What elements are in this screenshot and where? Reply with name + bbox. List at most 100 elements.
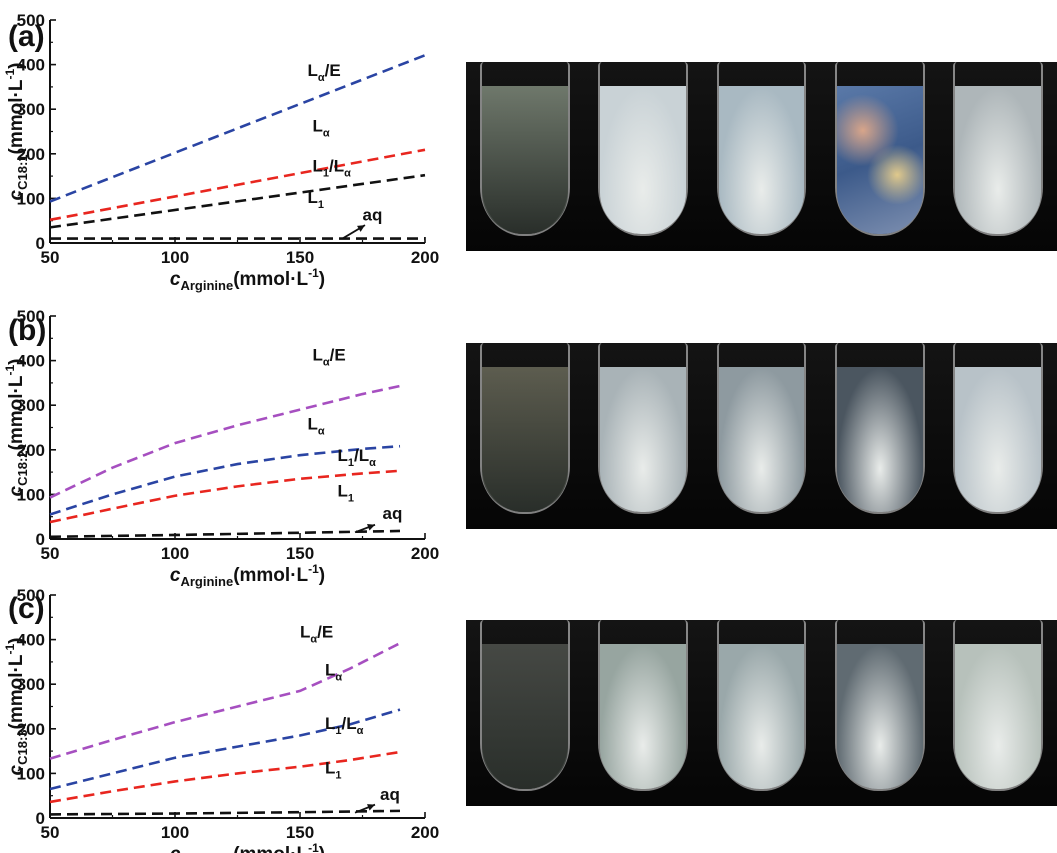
y-tick-label: 500	[17, 11, 45, 30]
y-tick-label: 300	[17, 396, 45, 415]
sample-tube-photo	[938, 343, 1057, 529]
y-tick-label: 400	[17, 352, 45, 371]
sample-liquid	[836, 86, 923, 234]
sample-tube-photo	[938, 62, 1057, 251]
sample-liquid	[718, 643, 805, 790]
sample-tube-photo	[702, 343, 821, 529]
x-tick-label: 200	[411, 544, 439, 563]
y-tick-label: 500	[17, 307, 45, 326]
test-tube	[834, 62, 925, 236]
phase-boundary-line	[49, 469, 401, 524]
sample-liquid	[600, 86, 687, 234]
x-axis-label: cArginine(mmol·L-1)	[170, 841, 325, 853]
phase-boundary-line	[49, 384, 401, 499]
test-tube	[716, 620, 807, 792]
sample-photos-a	[466, 62, 1057, 251]
sample-liquid	[718, 86, 805, 234]
y-tick-label: 400	[17, 56, 45, 75]
panel-b-label: (b)	[8, 314, 47, 347]
x-tick-label: 200	[411, 248, 439, 267]
sample-liquid	[600, 366, 687, 513]
x-tick-label: 200	[411, 823, 439, 842]
test-tube	[480, 62, 571, 236]
sample-liquid	[954, 86, 1041, 234]
sample-liquid	[718, 366, 805, 513]
sample-tube-photo	[702, 620, 821, 806]
region-label: L1/Lα	[313, 157, 352, 180]
x-tick-label: 100	[161, 248, 189, 267]
y-tick-label: 0	[36, 234, 45, 253]
region-label: L1/Lα	[338, 446, 377, 469]
sample-tube-photo	[466, 620, 585, 806]
region-label: Lα	[313, 117, 330, 140]
test-tube	[598, 62, 689, 236]
phase-boundary-line	[49, 809, 401, 816]
x-tick-label: 50	[41, 248, 60, 267]
x-axis-label: cArginine(mmol·L-1)	[170, 266, 325, 293]
sample-liquid	[482, 643, 569, 790]
test-tube	[952, 62, 1043, 236]
phase-boundary-line	[49, 642, 401, 760]
sample-liquid	[836, 366, 923, 513]
y-tick-label: 500	[17, 586, 45, 605]
x-tick-label: 100	[161, 823, 189, 842]
y-tick-label: 100	[17, 485, 45, 504]
y-tick-label: 200	[17, 441, 45, 460]
x-tick-label: 50	[41, 544, 60, 563]
region-label: L1	[325, 758, 342, 781]
aq-arrow-head	[357, 225, 365, 232]
test-tube	[480, 620, 571, 792]
region-label: aq	[383, 504, 403, 523]
sample-tube-photo	[820, 343, 939, 529]
x-tick-label: 150	[286, 248, 314, 267]
y-tick-label: 100	[17, 764, 45, 783]
phase-diagram-c: 0 100 200 300 400 500 50 100 150 200 cArginine(mmo…	[3, 586, 439, 853]
sample-tube-photo	[820, 620, 939, 806]
phase-boundary-line	[49, 54, 426, 203]
y-tick-label: 0	[36, 809, 45, 828]
y-tick-label: 300	[17, 100, 45, 119]
y-tick-label: 300	[17, 675, 45, 694]
x-tick-label: 50	[41, 823, 60, 842]
region-label: L1	[338, 482, 355, 505]
region-label: Lα/E	[308, 61, 341, 84]
phase-boundary-line	[49, 444, 401, 516]
sample-tube-photo	[466, 62, 585, 251]
phase-boundary-line	[49, 708, 401, 791]
phase-boundary-line	[49, 750, 401, 804]
x-tick-label: 150	[286, 823, 314, 842]
test-tube	[952, 343, 1043, 515]
sample-photos-b	[466, 343, 1057, 529]
y-axis-label: cC18:3(mmol·L-1)	[3, 638, 30, 776]
region-label: L1	[308, 188, 325, 211]
test-tube	[598, 620, 689, 792]
region-label: L1/Lα	[325, 714, 364, 737]
region-label: Lα	[325, 660, 342, 683]
aq-arrow-head	[367, 524, 375, 531]
sample-tube-photo	[584, 343, 703, 529]
test-tube	[834, 620, 925, 792]
region-label: Lα/E	[300, 622, 333, 645]
phase-boundary-line	[49, 529, 401, 539]
phase-diagram-a: 0 100 200 300 400 500 50 100 150 200 cArginine(mmo…	[3, 11, 439, 293]
x-tick-label: 100	[161, 544, 189, 563]
sample-tube-photo	[702, 62, 821, 251]
y-tick-label: 100	[17, 189, 45, 208]
y-tick-label: 0	[36, 530, 45, 549]
test-tube	[716, 343, 807, 515]
sample-tube-photo	[820, 62, 939, 251]
test-tube	[834, 343, 925, 515]
panel-c-label: (c)	[8, 592, 45, 625]
test-tube	[952, 620, 1043, 792]
x-tick-label: 150	[286, 544, 314, 563]
test-tube	[716, 62, 807, 236]
sample-liquid	[600, 643, 687, 790]
test-tube	[598, 343, 689, 515]
sample-tube-photo	[466, 343, 585, 529]
region-label: aq	[380, 785, 400, 804]
panel-a-label: (a)	[8, 20, 45, 53]
sample-tube-photo	[938, 620, 1057, 806]
x-axis-label: cArginine(mmol·L-1)	[170, 562, 325, 589]
y-tick-label: 200	[17, 145, 45, 164]
region-label: Lα	[308, 415, 325, 438]
